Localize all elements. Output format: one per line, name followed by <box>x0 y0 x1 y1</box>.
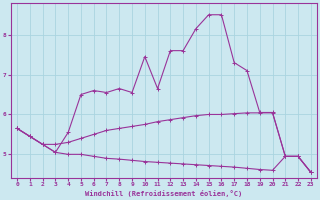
X-axis label: Windchill (Refroidissement éolien,°C): Windchill (Refroidissement éolien,°C) <box>85 190 243 197</box>
